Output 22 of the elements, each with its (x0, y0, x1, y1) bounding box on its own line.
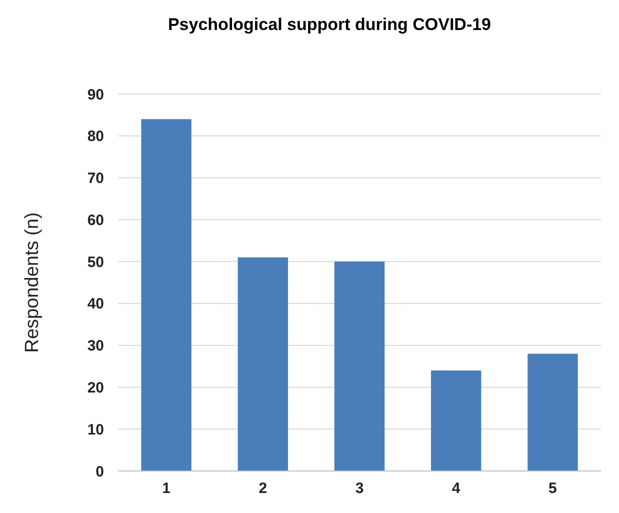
bar (238, 257, 288, 471)
y-tick-label: 30 (87, 338, 104, 355)
y-tick-label: 70 (87, 170, 104, 188)
bar (334, 262, 385, 471)
x-tick-label: 5 (548, 480, 557, 497)
bar (141, 119, 192, 471)
bar (528, 354, 578, 471)
y-tick-label: 20 (87, 379, 104, 396)
bar (430, 370, 482, 471)
y-axis-title: Respondents (n) (22, 212, 43, 353)
x-tick-label: 1 (162, 480, 170, 497)
y-tick-label: 40 (87, 296, 104, 313)
x-tick-label: 4 (452, 480, 461, 497)
y-tick-label: 50 (87, 254, 104, 271)
x-tick-label: 2 (258, 480, 268, 497)
y-tick-label: 90 (87, 86, 104, 104)
chart-title: Psychological support during COVID-19 (168, 15, 492, 34)
y-tick-label: 0 (96, 463, 104, 480)
y-tick-label: 10 (87, 421, 104, 438)
y-tick-label: 60 (87, 212, 104, 229)
y-tick-label: 80 (87, 128, 104, 146)
x-tick-label: 3 (355, 480, 364, 497)
